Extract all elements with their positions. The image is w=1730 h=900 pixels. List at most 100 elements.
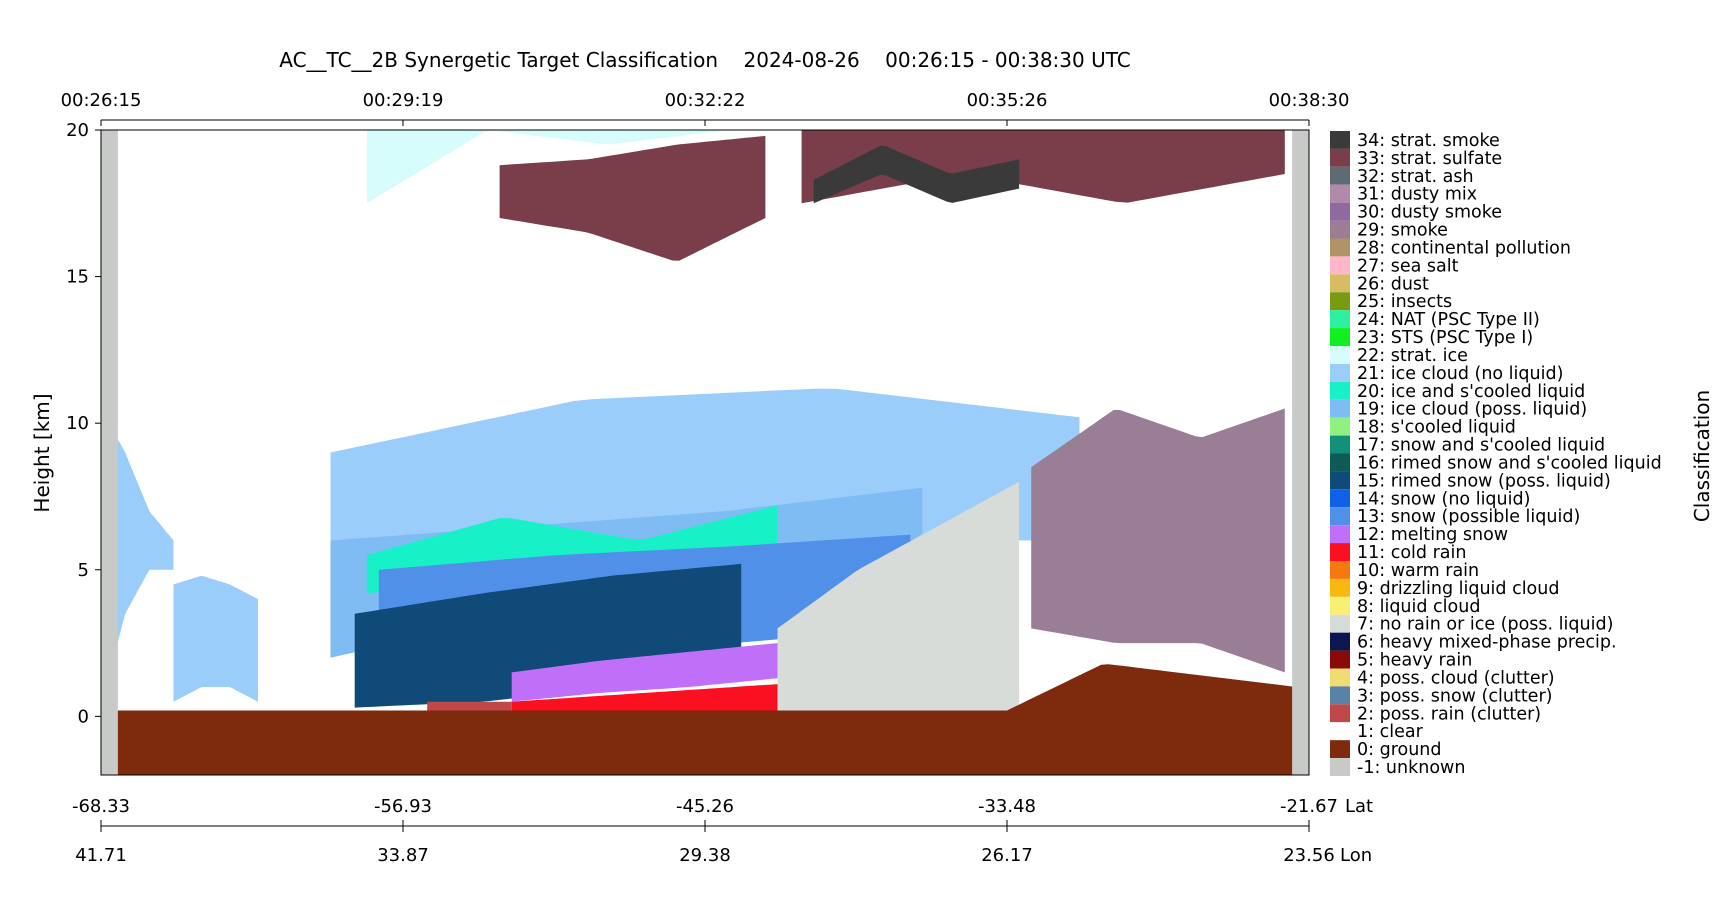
legend-swatch xyxy=(1330,328,1350,346)
class-region-12 xyxy=(511,643,778,702)
y-tick-label: 15 xyxy=(66,267,89,288)
y-tick-label: 0 xyxy=(78,706,89,727)
lat-tick-label: -56.93 xyxy=(374,796,432,817)
time-tick-label: 00:29:19 xyxy=(363,90,444,111)
y-axis-label: Height [km] xyxy=(30,393,54,512)
legend-label: 10: warm rain xyxy=(1357,561,1479,581)
legend-label: 23: STS (PSC Type I) xyxy=(1357,328,1533,348)
plot-frame xyxy=(100,129,1310,776)
legend-label: 13: snow (possible liquid) xyxy=(1357,507,1580,527)
legend-label: 24: NAT (PSC Type II) xyxy=(1357,310,1540,330)
legend-swatch xyxy=(1330,722,1350,741)
legend-swatch xyxy=(1330,184,1350,203)
legend-swatch xyxy=(1330,686,1350,705)
time-axis: 00:26:15 00:29:19 00:32:22 00:35:26 00:38:30 xyxy=(61,90,1349,126)
legend-label: 14: snow (no liquid) xyxy=(1357,489,1530,509)
legend-label: 31: dusty mix xyxy=(1357,185,1477,205)
lon-tick-label: 41.71 xyxy=(75,845,127,866)
lon-tick-label: 33.87 xyxy=(377,845,429,866)
legend-swatch xyxy=(1330,632,1350,651)
class-region-2 xyxy=(427,701,512,711)
legend-swatch xyxy=(1330,256,1350,275)
legend-swatch xyxy=(1330,614,1350,633)
legend-swatch xyxy=(1330,131,1350,149)
class-region-11 xyxy=(511,684,778,711)
legend-label: 1: clear xyxy=(1357,722,1424,742)
class-region-29 xyxy=(1031,408,1285,673)
colorbar-label: Classification xyxy=(1690,390,1714,522)
legend-label: 34: strat. smoke xyxy=(1357,131,1500,151)
legend-label: 26: dust xyxy=(1357,274,1429,294)
legend-swatch xyxy=(1330,381,1350,400)
class-region-33 xyxy=(499,135,766,261)
legend-label: 17: snow and s'cooled liquid xyxy=(1357,436,1605,456)
legend-label: 32: strat. ash xyxy=(1357,167,1474,187)
legend-label: 29: smoke xyxy=(1357,221,1448,241)
legend-label: 28: continental pollution xyxy=(1357,238,1571,258)
legend-swatch xyxy=(1330,453,1350,472)
class-region-0 xyxy=(101,710,1309,775)
y-tick-label: 20 xyxy=(66,120,89,141)
legend-swatch xyxy=(1330,202,1350,221)
legend-label: -1: unknown xyxy=(1357,758,1465,778)
legend-label: 19: ice cloud (poss. liquid) xyxy=(1357,400,1587,420)
legend-label: 5: heavy rain xyxy=(1357,651,1472,671)
class-region-34 xyxy=(813,145,1020,204)
legend-label: 11: cold rain xyxy=(1357,543,1466,563)
legend-swatch xyxy=(1330,596,1350,615)
legend-label: 9: drizzling liquid cloud xyxy=(1357,579,1559,599)
legend-label: 27: sea salt xyxy=(1357,256,1459,276)
legend-label: 2: poss. rain (clutter) xyxy=(1357,704,1541,724)
legend-swatch xyxy=(1330,543,1350,561)
legend-label: 30: dusty smoke xyxy=(1357,203,1502,223)
legend-swatch xyxy=(1330,220,1350,239)
class-region-m1 xyxy=(101,130,118,775)
class-region-m1 xyxy=(1292,130,1309,775)
class-region-33 xyxy=(801,130,1285,204)
time-tick-label: 00:32:22 xyxy=(665,90,746,111)
legend-label: 0: ground xyxy=(1357,740,1442,760)
legend-swatch xyxy=(1330,489,1350,508)
legend-swatch xyxy=(1330,274,1350,293)
legend-label: 25: insects xyxy=(1357,292,1452,312)
legend-swatch xyxy=(1330,561,1350,579)
lat-tick-label: -33.48 xyxy=(978,796,1036,817)
legend-label: 6: heavy mixed-phase precip. xyxy=(1357,633,1617,653)
chart-title: AC__TC__2B Synergetic Target Classificat… xyxy=(279,48,1130,72)
legend-label: 21: ice cloud (no liquid) xyxy=(1357,364,1563,384)
legend-label: 33: strat. sulfate xyxy=(1357,149,1502,169)
legend-swatch xyxy=(1330,238,1350,257)
legend-swatch xyxy=(1330,363,1350,382)
legend-swatch xyxy=(1330,471,1350,490)
lat-tick-label: -68.33 xyxy=(72,796,130,817)
lat-tick-label: -21.67 xyxy=(1280,796,1338,817)
y-tick-label: 5 xyxy=(78,560,89,581)
plot-area xyxy=(100,129,1310,776)
legend-swatch xyxy=(1330,148,1350,167)
legend-swatch xyxy=(1330,704,1350,723)
lat-axis-label: Lat xyxy=(1345,796,1373,817)
legend-label: 12: melting snow xyxy=(1357,525,1508,545)
legend-swatch xyxy=(1330,435,1350,454)
class-region-22 xyxy=(366,130,730,204)
lon-tick-label: 26.17 xyxy=(981,845,1033,866)
legend-label: 8: liquid cloud xyxy=(1357,597,1480,617)
lon-tick-label: 29.38 xyxy=(679,845,731,866)
legend-swatch xyxy=(1330,668,1350,687)
legend-swatch xyxy=(1330,399,1350,418)
lat-lon-axis: Lat Lon -68.33 -56.93 -45.26 -33.48 -21.67 41… xyxy=(72,796,1373,866)
legend-swatch xyxy=(1330,310,1350,329)
class-region-7 xyxy=(777,481,1020,711)
lon-axis-label: Lon xyxy=(1340,845,1372,866)
legend-label: 15: rimed snow (poss. liquid) xyxy=(1357,471,1611,491)
legend-swatch xyxy=(1330,650,1350,669)
legend-swatch xyxy=(1330,740,1350,759)
lon-tick-label: 23.56 xyxy=(1283,845,1335,866)
legend-swatch xyxy=(1330,578,1350,597)
legend-swatch xyxy=(1330,417,1350,436)
legend-label: 4: poss. cloud (clutter) xyxy=(1357,668,1555,688)
lat-tick-label: -45.26 xyxy=(676,796,734,817)
time-tick-label: 00:35:26 xyxy=(967,90,1048,111)
legend-swatch xyxy=(1330,758,1350,776)
